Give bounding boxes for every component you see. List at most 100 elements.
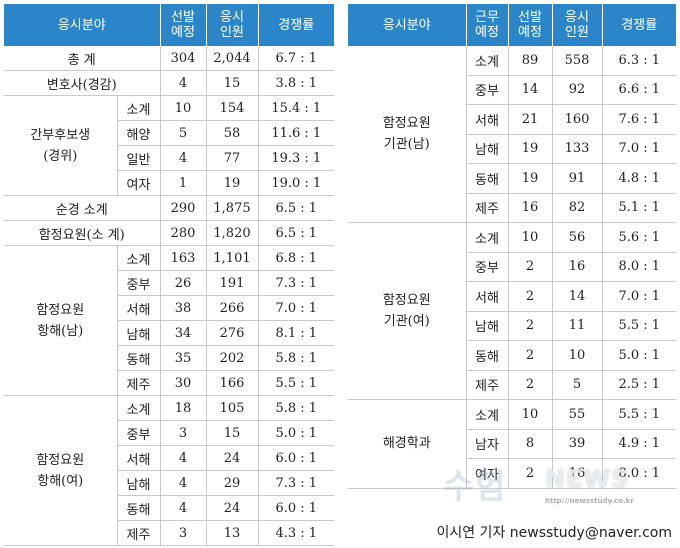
quota-cell: 2 (508, 252, 553, 282)
applicants-cell: 29 (206, 470, 259, 496)
table-row: 여자 2 16 8.0 : 1 (348, 458, 676, 489)
sub-label: 여자 (117, 170, 161, 196)
applicants-cell: 24 (206, 445, 259, 471)
header-row: 응시분야 선발 예정 응시 인원 경쟁률 (4, 4, 334, 46)
table-row: 순경 소계 290 1,875 6.5 : 1 (4, 195, 334, 221)
ratio-cell: 5.8 : 1 (258, 395, 334, 421)
table-row: 변호사(경감) 4 15 3.8 : 1 (4, 70, 334, 96)
ratio-cell: 2.5 : 1 (602, 370, 676, 400)
applicants-cell: 558 (552, 46, 603, 76)
applicants-cell: 105 (206, 395, 259, 421)
table-row: 해경학과 소계 10 55 5.5 : 1 (348, 399, 676, 489)
ratio-cell: 7.3 : 1 (258, 470, 334, 496)
applicants-cell: 276 (206, 320, 259, 346)
lawyer-quota: 4 (160, 70, 207, 96)
sub-label: 남해 (117, 320, 161, 346)
applicants-cell: 15 (206, 420, 259, 446)
sub-label: 동해 (117, 495, 161, 521)
quota-cell: 3 (160, 420, 207, 446)
quota-cell: 2 (508, 281, 553, 312)
sub-label: 일반 (117, 145, 161, 171)
quota-cell: 21 (508, 104, 553, 135)
ratio-cell: 5.6 : 1 (602, 222, 676, 253)
table-row: 동해 19 91 4.8 : 1 (348, 163, 676, 194)
ratio-cell: 6.5 : 1 (258, 220, 334, 246)
sub-label: 동해 (466, 163, 509, 194)
sub-label: 중부 (466, 75, 509, 105)
table-row: 중부 26 191 7.3 : 1 (4, 270, 334, 296)
header-field: 응시분야 (4, 4, 161, 46)
table-row: 해양 5 58 11.6 : 1 (4, 120, 334, 146)
sub-label: 중부 (466, 252, 509, 282)
sub-label: 서해 (117, 295, 161, 321)
quota-cell: 8 (508, 429, 553, 459)
applicants-cell: 24 (206, 495, 259, 521)
sub-label: 해양 (117, 120, 161, 146)
header-ratio: 경쟁률 (258, 4, 334, 46)
sub-label: 서해 (117, 445, 161, 471)
lawyer-applicants: 15 (206, 70, 259, 96)
quota-cell: 35 (160, 345, 207, 371)
quota-cell: 30 (160, 370, 207, 396)
crew-total-label: 함정요원(소 계) (4, 220, 161, 246)
quota-cell: 16 (508, 193, 553, 223)
ratio-cell: 7.0 : 1 (602, 134, 676, 164)
applicants-cell: 154 (206, 95, 259, 121)
quota-cell: 18 (160, 395, 207, 421)
applicants-cell: 11 (552, 311, 603, 341)
ratio-cell: 6.0 : 1 (258, 445, 334, 471)
ratio-cell: 5.8 : 1 (258, 345, 334, 371)
quota-cell: 4 (160, 445, 207, 471)
table-row: 남자 8 39 4.9 : 1 (348, 429, 676, 459)
table-row: 동해 4 24 6.0 : 1 (4, 495, 334, 521)
table-row: 제주 30 166 5.5 : 1 (4, 370, 334, 396)
applicants-cell: 266 (206, 295, 259, 321)
applicants-cell: 10 (552, 340, 603, 371)
applicants-cell: 19 (206, 170, 259, 196)
quota-cell: 3 (160, 520, 207, 546)
ratio-cell: 4.8 : 1 (602, 163, 676, 194)
applicants-cell: 202 (206, 345, 259, 371)
sub-label: 소계 (466, 222, 509, 253)
quota-cell: 10 (508, 399, 553, 430)
applicants-cell: 39 (552, 429, 603, 459)
applicants-cell: 5 (552, 370, 603, 400)
quota-cell: 19 (508, 163, 553, 194)
sub-label: 남자 (466, 429, 509, 459)
header-applicants: 응시 인원 (552, 4, 603, 46)
header-quota: 선발 예정 (508, 4, 553, 46)
table-row: 함정요원 기관(여) 소계 10 56 5.6 : 1 (348, 222, 676, 400)
sub-label: 소계 (466, 46, 509, 76)
table-row: 서해 38 266 7.0 : 1 (4, 295, 334, 321)
ratio-cell: 15.4 : 1 (258, 95, 334, 121)
cadet-category: 간부후보생 (경위) (4, 95, 118, 196)
applicants-cell: 16 (552, 252, 603, 282)
ratio-cell: 5.0 : 1 (602, 340, 676, 371)
table-row: 남해 34 276 8.1 : 1 (4, 320, 334, 346)
header-row: 응시분야 근무 예정 선발 예정 응시 인원 경쟁률 (348, 4, 676, 46)
ratio-cell: 19.3 : 1 (258, 145, 334, 171)
sub-label: 제주 (117, 520, 161, 546)
quota-cell: 10 (508, 222, 553, 253)
quota-cell: 4 (160, 470, 207, 496)
table-row: 동해 2 10 5.0 : 1 (348, 340, 676, 371)
table-row: 총 계 304 2,044 6.7 : 1 (4, 46, 334, 71)
ratio-cell: 7.0 : 1 (258, 295, 334, 321)
table-row: 서해 4 24 6.0 : 1 (4, 445, 334, 471)
table-row: 함정요원(소 계) 280 1,820 6.5 : 1 (4, 220, 334, 246)
sub-label: 서해 (466, 104, 509, 135)
applicants-cell: 82 (552, 193, 603, 223)
quota-cell: 4 (160, 145, 207, 171)
sub-label: 소계 (117, 95, 161, 121)
table-row: 제주 16 82 5.1 : 1 (348, 193, 676, 223)
lawyer-ratio: 3.8 : 1 (258, 70, 334, 96)
ratio-cell: 5.1 : 1 (602, 193, 676, 223)
sub-label: 소계 (466, 399, 509, 430)
ratio-cell: 6.8 : 1 (258, 245, 334, 271)
maritime-category: 해경학과 (348, 399, 467, 489)
table-row: 간부후보생 (경위) 소계 10 154 15.4 : 1 (4, 95, 334, 196)
table-row: 제주 3 13 4.3 : 1 (4, 520, 334, 546)
sub-label: 소계 (117, 395, 161, 421)
table-row: 여자 1 19 19.0 : 1 (4, 170, 334, 196)
ratio-cell: 5.5 : 1 (258, 370, 334, 396)
